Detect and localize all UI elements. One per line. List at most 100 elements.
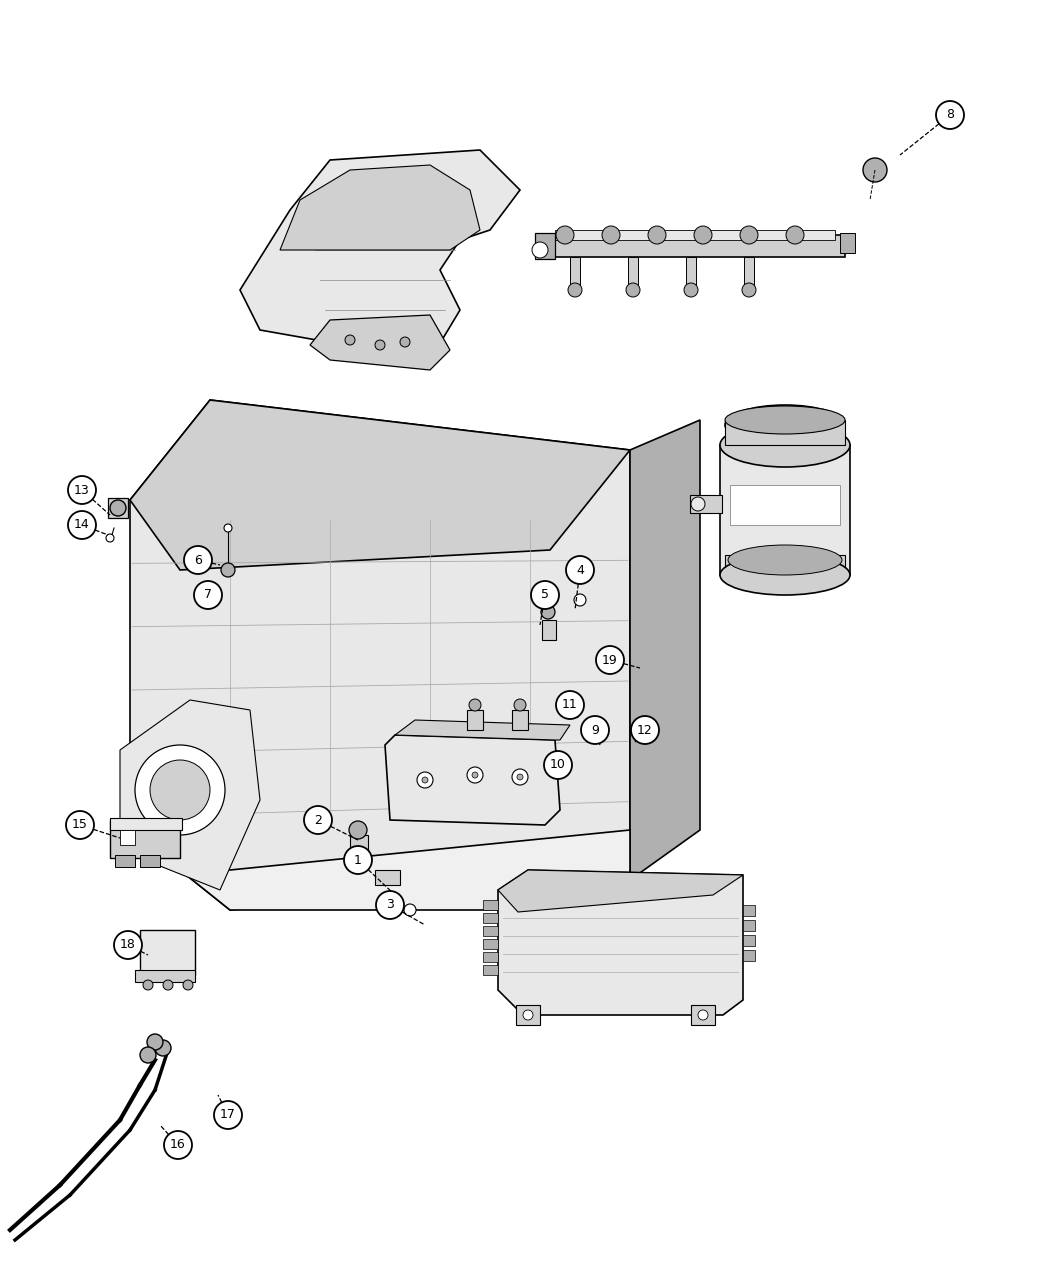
Circle shape	[556, 691, 584, 719]
Text: 4: 4	[576, 564, 584, 576]
Polygon shape	[240, 150, 520, 360]
Circle shape	[574, 594, 586, 606]
Text: 15: 15	[72, 819, 88, 831]
Ellipse shape	[728, 544, 842, 575]
Bar	[724, 419, 845, 445]
Polygon shape	[120, 700, 260, 890]
Bar	[720, 445, 850, 575]
Text: 9: 9	[591, 723, 598, 737]
Circle shape	[523, 1010, 533, 1020]
Circle shape	[467, 768, 483, 783]
Text: 18: 18	[120, 938, 135, 951]
Circle shape	[110, 500, 126, 516]
Text: 2: 2	[314, 813, 322, 826]
Circle shape	[106, 534, 114, 542]
Circle shape	[566, 556, 594, 584]
Bar	[542, 620, 557, 640]
Polygon shape	[130, 400, 630, 910]
Bar	[483, 913, 498, 923]
Text: 7: 7	[204, 589, 212, 602]
Bar	[375, 870, 400, 885]
Circle shape	[114, 931, 142, 959]
Bar	[512, 710, 528, 731]
Circle shape	[349, 821, 368, 839]
Circle shape	[345, 335, 355, 346]
Polygon shape	[385, 734, 560, 825]
Text: 8: 8	[946, 108, 954, 121]
Circle shape	[531, 581, 559, 609]
Bar	[545, 235, 845, 258]
Circle shape	[740, 226, 758, 244]
Polygon shape	[498, 870, 743, 1015]
Circle shape	[556, 226, 574, 244]
Circle shape	[68, 511, 96, 539]
Text: 13: 13	[75, 483, 90, 496]
Circle shape	[224, 524, 232, 532]
Text: 6: 6	[194, 553, 202, 566]
Circle shape	[742, 283, 756, 297]
Circle shape	[694, 226, 712, 244]
Circle shape	[422, 776, 428, 783]
Polygon shape	[130, 830, 650, 910]
Polygon shape	[630, 419, 700, 880]
Polygon shape	[280, 164, 480, 250]
Circle shape	[143, 980, 153, 989]
Text: 11: 11	[562, 699, 578, 711]
Bar	[691, 1005, 715, 1025]
Circle shape	[140, 1047, 156, 1063]
Circle shape	[626, 283, 640, 297]
Bar	[483, 926, 498, 936]
Circle shape	[469, 699, 481, 711]
Bar	[483, 952, 498, 963]
Circle shape	[532, 242, 548, 258]
Circle shape	[214, 1102, 242, 1128]
Circle shape	[155, 1040, 171, 1056]
Bar	[743, 935, 755, 946]
Circle shape	[220, 564, 235, 578]
Circle shape	[147, 1034, 163, 1051]
Circle shape	[517, 774, 523, 780]
Bar	[744, 258, 754, 287]
Circle shape	[596, 646, 624, 674]
Text: 1: 1	[354, 853, 362, 867]
Circle shape	[684, 283, 698, 297]
Bar	[730, 484, 840, 525]
Circle shape	[581, 717, 609, 745]
Circle shape	[163, 980, 173, 989]
Polygon shape	[130, 400, 630, 570]
Text: 3: 3	[386, 899, 394, 912]
Circle shape	[936, 101, 964, 129]
Circle shape	[183, 980, 193, 989]
Text: 14: 14	[75, 519, 90, 532]
Circle shape	[400, 337, 410, 347]
Bar	[690, 495, 722, 513]
Circle shape	[691, 497, 705, 511]
Text: 10: 10	[550, 759, 566, 771]
Circle shape	[512, 769, 528, 785]
Bar	[120, 830, 135, 845]
Bar	[536, 233, 555, 259]
Bar	[108, 499, 128, 518]
Circle shape	[150, 760, 210, 820]
Bar	[555, 230, 835, 240]
Circle shape	[472, 771, 478, 778]
Bar	[110, 820, 180, 858]
Ellipse shape	[720, 555, 850, 595]
Polygon shape	[310, 315, 450, 370]
Circle shape	[375, 340, 385, 351]
Circle shape	[68, 476, 96, 504]
Circle shape	[184, 546, 212, 574]
Bar	[743, 905, 755, 915]
Ellipse shape	[724, 405, 845, 445]
Circle shape	[344, 847, 372, 873]
Circle shape	[541, 606, 555, 618]
Text: 12: 12	[637, 723, 653, 737]
Circle shape	[544, 751, 572, 779]
Bar	[570, 258, 580, 287]
Bar	[483, 900, 498, 910]
Bar	[140, 856, 160, 867]
Circle shape	[66, 811, 94, 839]
Circle shape	[631, 717, 659, 745]
Circle shape	[568, 283, 582, 297]
Circle shape	[135, 745, 225, 835]
